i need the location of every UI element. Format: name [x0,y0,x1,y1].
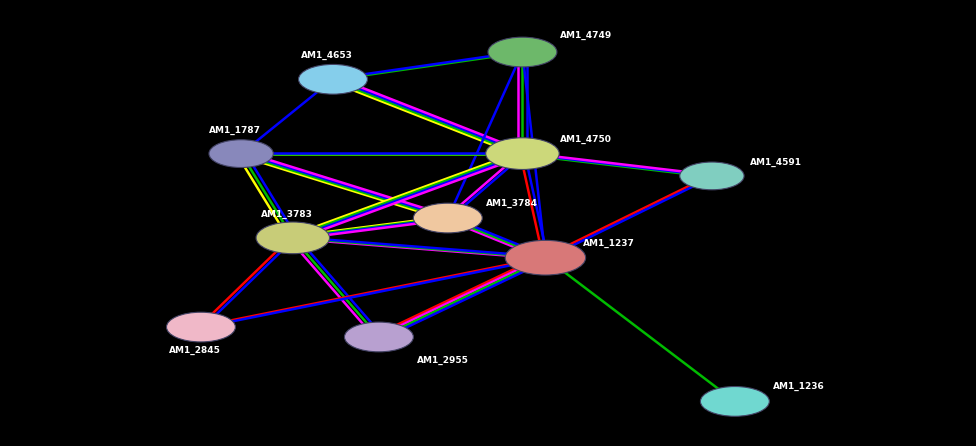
Circle shape [256,222,330,254]
Circle shape [167,312,235,342]
Text: AM1_3784: AM1_3784 [486,199,538,208]
Text: AM1_3783: AM1_3783 [262,210,313,219]
Circle shape [488,37,557,67]
Text: AM1_4750: AM1_4750 [560,135,612,144]
Circle shape [701,387,769,416]
Circle shape [679,162,744,190]
Text: AM1_1237: AM1_1237 [584,239,635,248]
Text: AM1_4653: AM1_4653 [302,51,353,61]
Circle shape [414,203,482,233]
Text: AM1_4749: AM1_4749 [560,30,613,40]
Text: AM1_4591: AM1_4591 [750,158,802,167]
Circle shape [506,240,586,275]
Circle shape [486,138,559,169]
Text: AM1_2845: AM1_2845 [169,346,222,355]
Circle shape [345,322,414,352]
Text: AM1_1236: AM1_1236 [773,382,825,392]
Text: AM1_2955: AM1_2955 [417,356,468,365]
Circle shape [299,64,367,94]
Circle shape [209,140,273,168]
Text: AM1_1787: AM1_1787 [210,126,262,135]
